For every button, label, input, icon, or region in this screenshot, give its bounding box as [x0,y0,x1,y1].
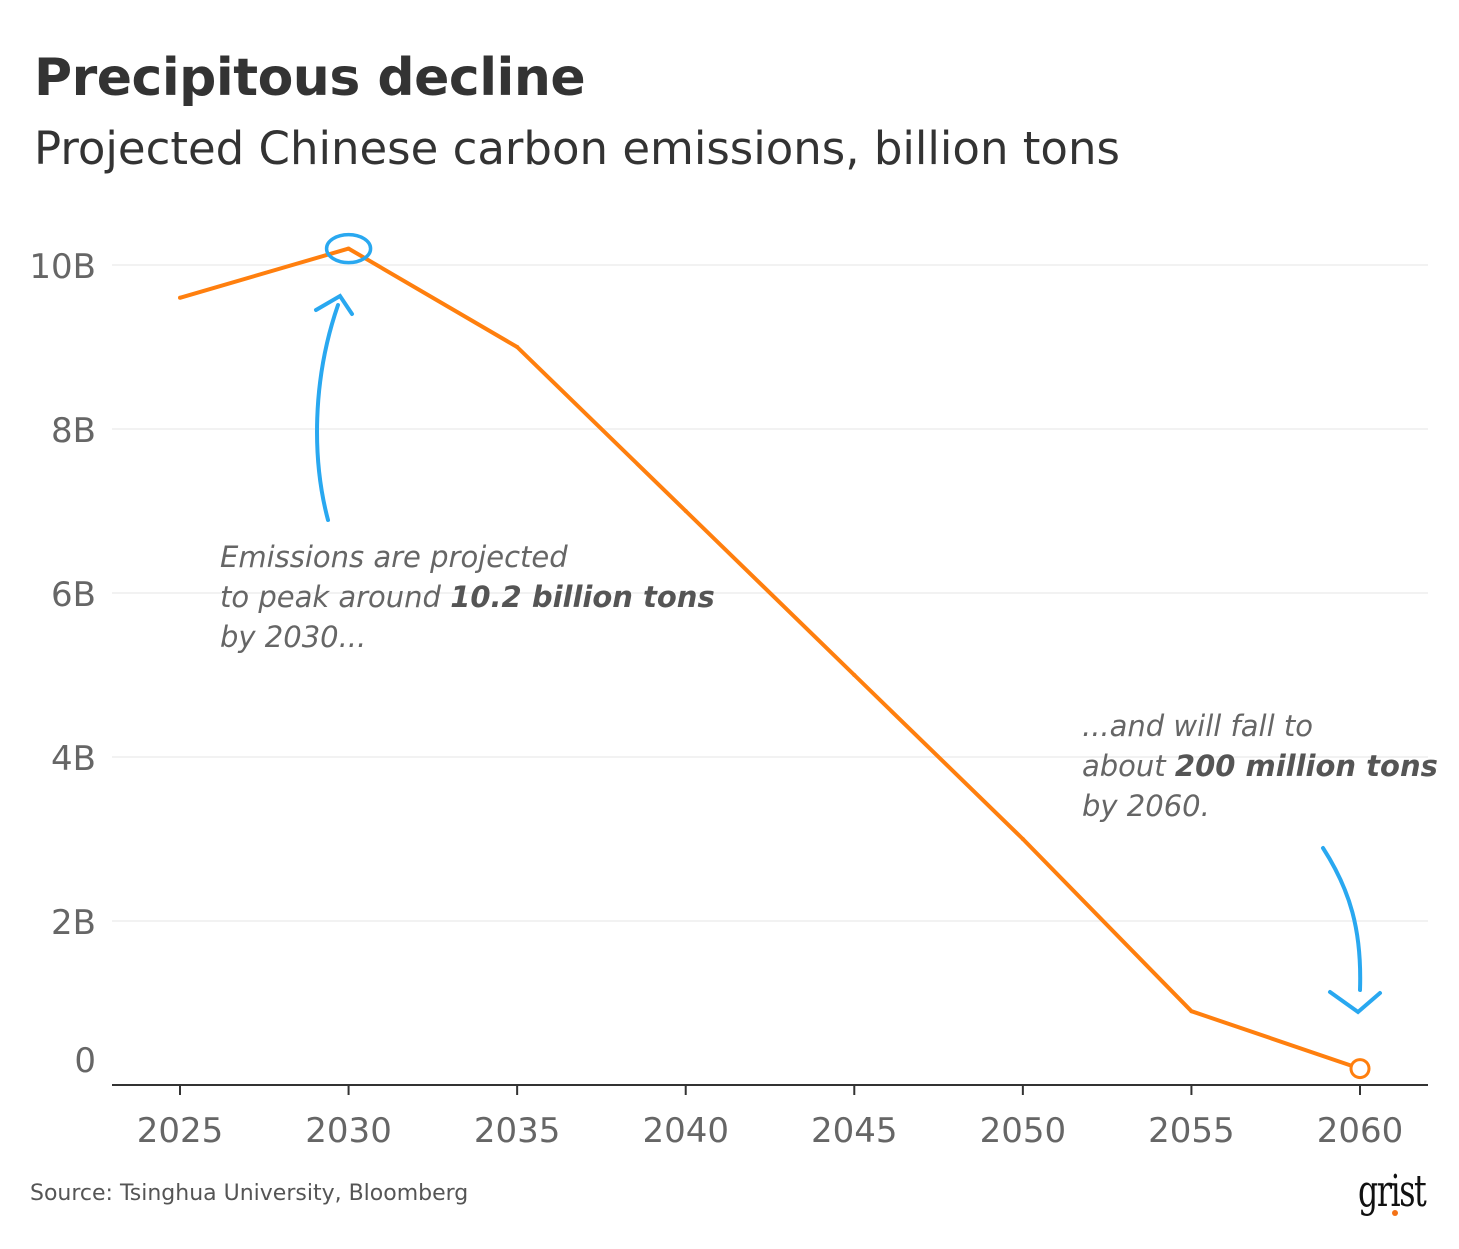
annotation-text: about [1082,749,1175,783]
annotation-text: to peak around [220,580,451,614]
data-point [683,509,688,513]
y-tick-label: 2B [51,903,96,943]
data-point [515,345,520,349]
data-point [178,295,182,300]
x-tick-label: 2040 [642,1111,729,1151]
peak-arrow [315,303,340,522]
annotation-text: Emissions are projected [220,540,568,574]
y-tick-label: 0 [74,1041,96,1081]
y-tick-label: 4B [51,739,96,779]
peak-highlight-circle [324,232,373,265]
x-tick-label: 2050 [980,1111,1067,1151]
grist-logo: grist [1358,1166,1427,1217]
annotation-bold: 200 million tons [1174,749,1438,783]
emissions-line [179,246,1361,1071]
data-point [852,673,857,677]
annotation-peak: Emissions are projected to peak around 1… [220,537,715,657]
annotation-2060: ...and will fall to about 200 million to… [1082,706,1438,826]
chart-title: Precipitous decline [34,48,586,108]
peak-arrowhead [314,293,354,316]
x-tick-label: 2035 [474,1111,561,1151]
x-tick-label: 2030 [305,1111,392,1151]
data-point [1189,1009,1194,1014]
annotation-bold: 10.2 billion tons [450,580,715,614]
x-tick-label: 2045 [811,1111,898,1151]
data-point [1020,837,1025,841]
x-tick-label: 2055 [1148,1111,1235,1151]
end-arrow [1321,846,1363,992]
chart-subtitle: Projected Chinese carbon emissions, bill… [34,122,1120,175]
endpoint-marker [1349,1058,1371,1080]
annotation-text: ...and will fall to [1082,709,1313,743]
x-tick-label: 2025 [137,1111,224,1151]
data-point [346,246,351,251]
logo-dot [1392,1210,1398,1216]
y-tick-label: 8B [51,411,96,451]
annotation-text: by 2030... [220,620,367,654]
y-tick-label: 6B [51,575,96,615]
annotation-text: by 2060. [1082,789,1210,823]
end-arrowhead [1328,990,1382,1015]
x-tick-label: 2060 [1317,1111,1404,1151]
y-tick-label: 10B [29,247,96,287]
source-note: Source: Tsinghua University, Bloomberg [30,1181,469,1206]
